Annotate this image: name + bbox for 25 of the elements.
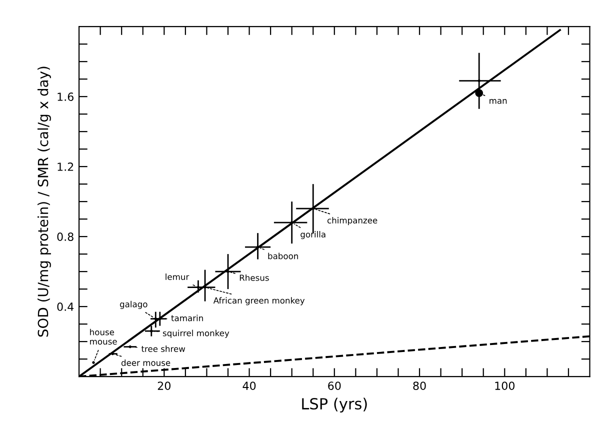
annotation: deer mouse bbox=[121, 359, 170, 366]
annotation: Rhesus bbox=[240, 274, 269, 281]
annotation: house mouse bbox=[90, 328, 117, 345]
annotation: lemur bbox=[166, 274, 190, 280]
y-tick-label: 1.2 bbox=[58, 162, 74, 171]
y-tick-label: 0.8 bbox=[57, 232, 74, 241]
x-axis-title: LSP (yrs) bbox=[302, 398, 367, 413]
annotation: tamarin bbox=[171, 314, 203, 322]
x-tick-label: 40 bbox=[242, 382, 256, 390]
annotation: man bbox=[490, 99, 507, 104]
annotation: galago bbox=[120, 300, 148, 309]
x-tick-label: 60 bbox=[328, 382, 341, 390]
x-tick-label: 80 bbox=[413, 382, 426, 390]
y-tick-label: 1.6 bbox=[58, 92, 74, 101]
y-tick-label: 0.4 bbox=[57, 302, 74, 311]
annotation: gorilla bbox=[300, 231, 326, 240]
annotation: squirrel monkey bbox=[162, 330, 230, 338]
annotation: African green monkey bbox=[213, 297, 305, 306]
annotation: chimpanzee bbox=[327, 217, 378, 226]
x-tick-label: 20 bbox=[158, 382, 170, 390]
point bbox=[475, 89, 484, 98]
annotation: tree shrew bbox=[141, 346, 186, 352]
y-axis-title: SOD (U/mg protein) / SMR (cal/g x day) bbox=[38, 66, 51, 337]
x-tick-label: 100 bbox=[495, 382, 515, 390]
annotation: baboon bbox=[268, 252, 298, 260]
